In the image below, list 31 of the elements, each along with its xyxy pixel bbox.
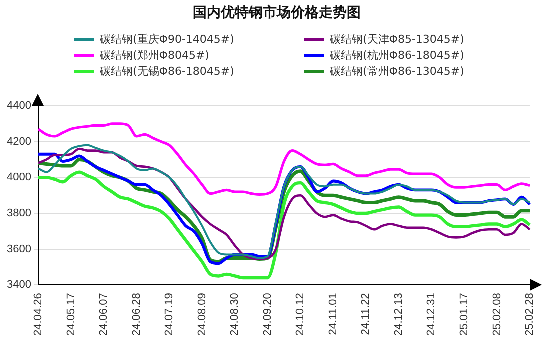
x-tick-label: 24.07.19 [164, 293, 176, 336]
legend-label: 碳结钢(天津Φ85-13045#) [330, 32, 464, 47]
x-tick-label: 24.12.13 [392, 293, 405, 336]
chart-title: 国内优特钢市场价格走势图 [192, 4, 362, 22]
line-series [37, 122, 532, 196]
line-series [36, 170, 532, 280]
y-tick-label: 4200 [6, 136, 32, 148]
y-tick-label: 4400 [6, 100, 32, 112]
x-tick-label: 24.05.17 [65, 293, 78, 336]
x-tick-label: 24.04.26 [32, 293, 44, 336]
legend-label: 碳结钢(杭州Φ86-18045#) [330, 48, 464, 63]
x-tick-label: 24.11.22 [360, 293, 372, 336]
legend-label: 碳结钢(常州Φ86-13045#) [330, 64, 464, 79]
y-tick-label: 3800 [6, 208, 32, 220]
x-tick-label: 24.06.07 [98, 293, 110, 336]
y-tick-label: 3400 [6, 279, 32, 292]
x-tick-label: 24.11.01 [327, 293, 340, 336]
y-tick-label: 4000 [6, 172, 32, 184]
legend-label: 碳结钢(郑州Φ8045#) [100, 48, 210, 63]
x-tick-label: 25.01.17 [458, 293, 470, 336]
x-tick-label: 24.10.12 [294, 293, 307, 336]
x-tick-label: 25.02.08 [491, 293, 504, 336]
legend-label: 碳结钢(重庆Φ90-14045#) [100, 32, 234, 47]
y-tick-label: 3600 [6, 243, 32, 256]
x-tick-label: 24.08.09 [196, 293, 208, 336]
x-tick-label: 25.02.28 [524, 293, 536, 336]
x-tick-label: 24.09.20 [262, 293, 274, 336]
legend-label: 碳结钢(无锡Φ86-18045#) [100, 64, 234, 79]
x-tick-label: 24.08.30 [229, 293, 242, 336]
x-tick-label: 24.06.28 [130, 293, 143, 336]
x-tick-label: 24.12.31 [426, 293, 438, 336]
